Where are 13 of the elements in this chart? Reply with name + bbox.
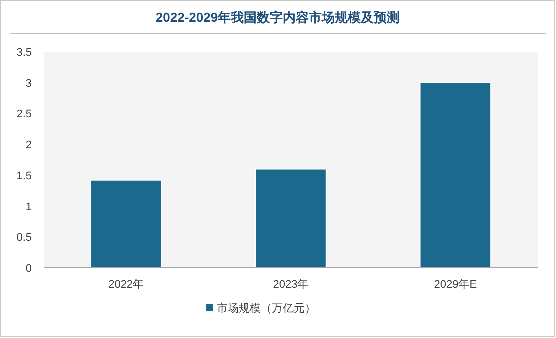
legend-label: 市场规模（万亿元） [217, 302, 316, 315]
y-tick-label: 1.5 [16, 170, 32, 182]
y-tick-label: 3.5 [16, 47, 32, 59]
x-tick-label: 2029年E [434, 279, 478, 291]
chart-title: 2022-2029年我国数字内容市场规模及预测 [156, 10, 400, 25]
y-tick-label: 2.5 [16, 108, 32, 121]
x-tick-label: 2022年 [108, 279, 144, 291]
y-tick-label: 2 [26, 140, 32, 152]
x-tick-label: 2023年 [273, 279, 309, 291]
y-tick-label: 0 [26, 263, 32, 275]
y-tick-label: 0.5 [16, 232, 32, 244]
y-tick-label: 1 [26, 201, 32, 214]
y-tick-label: 3 [26, 78, 32, 90]
